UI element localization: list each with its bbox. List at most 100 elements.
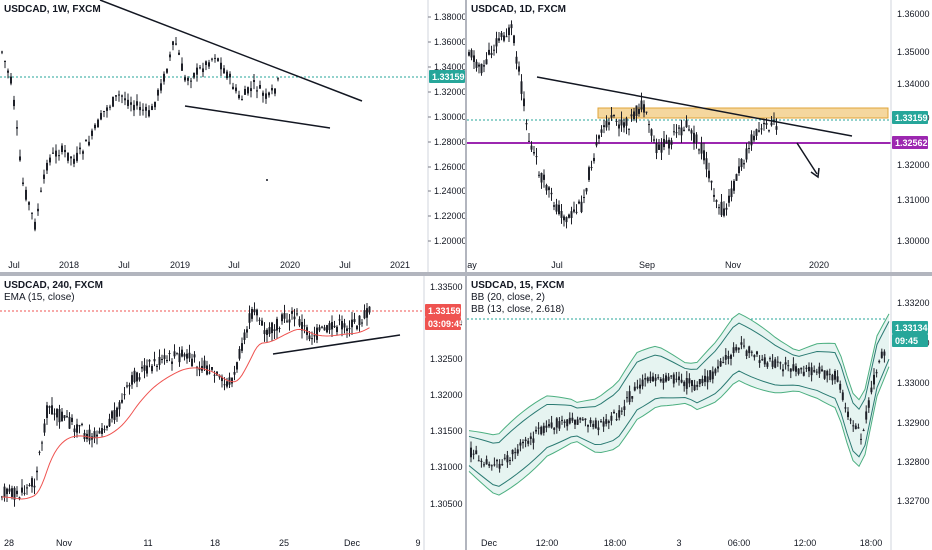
candle-body — [672, 374, 675, 384]
candle-body — [560, 210, 563, 218]
time-tick-label: 2020 — [809, 260, 829, 270]
candle-body — [251, 309, 253, 319]
candle-body — [618, 410, 621, 418]
candle-body — [70, 156, 72, 159]
candle-body — [156, 365, 158, 368]
candle-body — [802, 371, 805, 376]
time-tick-label: 12:00 — [536, 538, 559, 548]
candle-body — [130, 102, 132, 105]
candle-body — [640, 100, 643, 110]
price-badge: 1.33159 — [895, 113, 928, 123]
panel-divider-horizontal[interactable] — [0, 272, 932, 276]
symbol-label: USDCAD, 1D, FXCM — [471, 4, 567, 15]
chart-panel-4h[interactable]: 1.335001.330001.325001.320001.315001.310… — [0, 276, 465, 550]
candle-body — [178, 353, 181, 363]
candle-body — [602, 421, 605, 427]
15m-chart-canvas[interactable]: 1.332001.331001.330001.329001.328001.327… — [467, 276, 932, 550]
time-tick-label: Jul — [118, 260, 130, 270]
candle-body — [308, 335, 311, 340]
candle-body — [136, 372, 138, 382]
candle-body — [761, 359, 764, 361]
candle-body — [109, 106, 111, 108]
candle-body — [545, 185, 548, 191]
candle-body — [670, 140, 673, 145]
candle-body — [573, 209, 575, 212]
candle-body — [719, 360, 722, 367]
chart-panel-weekly[interactable]: 1.38000 1.36000 1.34000 1.32000 1.30000 1.280… — [0, 0, 465, 272]
candle-body — [592, 423, 595, 427]
candle-body — [857, 427, 860, 429]
candle-body — [73, 158, 75, 164]
candle-body — [717, 366, 719, 369]
candle-body — [787, 365, 790, 367]
candle-body — [94, 124, 96, 129]
candle-body — [520, 81, 523, 94]
candle-body — [685, 378, 688, 389]
time-tick-label: 06:00 — [728, 538, 751, 548]
indicator-label-ema[interactable]: EMA (15, close) — [4, 292, 75, 303]
candle-body — [81, 423, 83, 425]
candle-body — [800, 367, 803, 370]
marker-dot — [266, 179, 268, 181]
candle-body — [696, 384, 699, 387]
indicator-label-bb-13[interactable]: BB (13, close, 2.618) — [471, 304, 565, 315]
candle-body — [216, 371, 218, 376]
price-tick-label: 1.32900 — [897, 418, 930, 428]
candle-body — [68, 416, 71, 429]
candle-body — [238, 94, 240, 99]
daily-chart-canvas[interactable]: 1.360001.350001.340001.330001.320001.310… — [467, 0, 932, 272]
price-badge-bg — [425, 304, 461, 317]
candle-body — [8, 488, 11, 492]
candle-body — [725, 207, 728, 210]
resistance-zone[interactable] — [597, 107, 889, 119]
candle-body — [253, 80, 255, 83]
candle-body — [146, 365, 148, 374]
candle-body — [668, 139, 670, 149]
candle-body — [525, 123, 528, 125]
candle-body — [190, 80, 192, 82]
candle-body — [126, 385, 128, 387]
time-tick-label: 18:00 — [860, 538, 883, 548]
candle-body — [274, 88, 276, 94]
candle-body — [530, 145, 533, 150]
candle-body — [535, 156, 538, 158]
price-tick-label: 1.30000 — [897, 236, 930, 246]
candle-body — [688, 129, 690, 131]
candle-body — [188, 352, 191, 359]
candle-body — [603, 125, 605, 128]
candle-body — [518, 66, 520, 72]
candle-body — [43, 423, 46, 433]
candle-body — [533, 152, 535, 154]
candle-body — [368, 306, 371, 313]
candle-body — [271, 88, 273, 91]
time-tick-label: Jul — [551, 260, 563, 270]
candle-body — [755, 129, 758, 136]
candle-body — [771, 360, 774, 367]
candle-body — [745, 350, 748, 357]
candle-body — [844, 407, 847, 409]
price-tick-label: 1.28000 — [434, 137, 465, 147]
candle-body — [709, 370, 712, 380]
candle-body — [849, 419, 852, 421]
candle-body — [326, 325, 328, 333]
weekly-chart-canvas[interactable]: 1.38000 1.36000 1.34000 1.32000 1.30000 1.280… — [0, 0, 465, 272]
4h-chart-canvas[interactable]: 1.335001.330001.325001.320001.315001.310… — [0, 276, 465, 550]
candle-body — [605, 120, 608, 128]
candle-body — [191, 358, 193, 367]
candle-body — [97, 119, 99, 128]
candle-body — [311, 338, 313, 340]
candle-body — [743, 345, 745, 347]
candle-body — [276, 318, 278, 331]
price-tick-label: 1.32800 — [897, 457, 930, 467]
candle-body — [217, 58, 219, 61]
candle-body — [735, 174, 738, 181]
candle-body — [133, 370, 136, 382]
chart-panel-daily[interactable]: 1.360001.350001.340001.330001.320001.310… — [467, 0, 932, 272]
candle-body — [173, 351, 176, 357]
candle-body — [710, 180, 713, 183]
chart-panel-15m[interactable]: 1.332001.331001.330001.329001.328001.327… — [467, 276, 932, 550]
candle-body — [730, 354, 732, 359]
chart-title: USDCAD, 1W, FXCM — [4, 4, 101, 16]
candle-body — [631, 396, 634, 399]
indicator-label-bb-20[interactable]: BB (20, close, 2) — [471, 292, 545, 303]
